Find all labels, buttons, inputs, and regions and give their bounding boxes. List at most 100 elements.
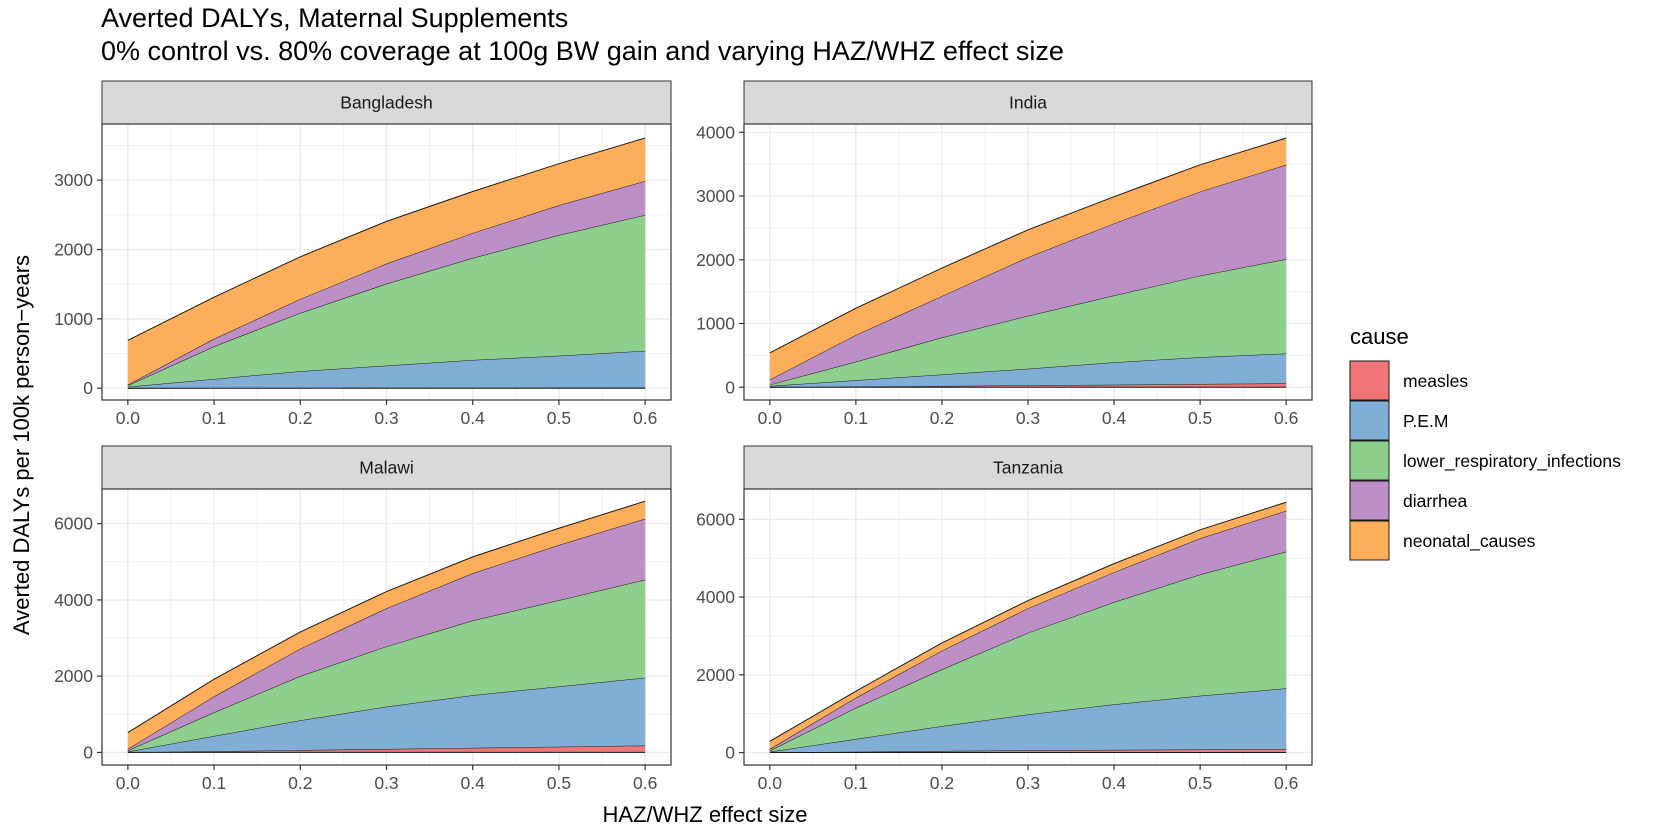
x-tick-label: 0.0 bbox=[116, 408, 141, 428]
area-lower-respiratory-infections-tanzania bbox=[769, 551, 1287, 752]
area-p-e-m-bangladesh bbox=[127, 350, 646, 389]
y-tick-label: 0 bbox=[725, 743, 735, 763]
legend-item-p-e-m: P.E.M bbox=[1349, 400, 1448, 441]
x-tick-label: 0.5 bbox=[547, 408, 571, 428]
legend-swatch bbox=[1349, 440, 1390, 481]
y-tick-label: 0 bbox=[83, 742, 93, 762]
legend: cause measles P.E.M lower_respiratory_infe… bbox=[1349, 324, 1621, 561]
panel-bangladesh: Bangladesh 0 1000 2000 3000 0.0 0.1 0.2 0.3 0.4 0.… bbox=[54, 80, 672, 428]
legend-item-lower-respiratory-infections: lower_respiratory_infections bbox=[1349, 440, 1621, 481]
area-p-e-m-tanzania bbox=[769, 688, 1287, 753]
area-diarrhea-india bbox=[769, 164, 1287, 385]
area-neonatal-causes-bangladesh bbox=[127, 138, 646, 385]
legend-swatch bbox=[1349, 520, 1390, 561]
area-neonatal-causes-india bbox=[769, 138, 1287, 380]
y-tick-label: 4000 bbox=[54, 590, 93, 610]
y-tick-label: 6000 bbox=[696, 509, 735, 529]
x-tick-label: 0.4 bbox=[1102, 773, 1127, 793]
panel-malawi: Malawi 0 2000 4000 6000 0.0 0.1 0.2 0.3 0.4 0.5 0.6 bbox=[54, 445, 672, 793]
x-tick-label: 0.0 bbox=[116, 773, 141, 793]
x-tick-label: 0.2 bbox=[930, 408, 954, 428]
x-tick-label: 0.1 bbox=[844, 773, 868, 793]
legend-label: measles bbox=[1403, 371, 1468, 391]
x-tick-label: 0.2 bbox=[288, 408, 312, 428]
y-tick-label: 4000 bbox=[696, 122, 735, 142]
area-outline-neonatal-causes-tanzania bbox=[769, 501, 1287, 742]
y-tick-label: 3000 bbox=[696, 186, 735, 206]
x-tick-label: 0.1 bbox=[202, 773, 226, 793]
facet-strip-india bbox=[743, 80, 1313, 125]
x-tick-label: 0.2 bbox=[930, 773, 954, 793]
legend-item-diarrhea: diarrhea bbox=[1349, 480, 1467, 521]
area-p-e-m-india bbox=[769, 353, 1287, 388]
y-tick-label: 1000 bbox=[54, 309, 93, 329]
legend-title: cause bbox=[1350, 324, 1409, 349]
facet-strip-label: Malawi bbox=[359, 458, 413, 478]
y-tick-label: 1000 bbox=[696, 314, 735, 334]
x-tick-label: 0.2 bbox=[288, 773, 312, 793]
y-tick-label: 2000 bbox=[696, 665, 735, 685]
x-tick-label: 0.3 bbox=[374, 773, 398, 793]
area-outline-neonatal-causes-malawi bbox=[127, 500, 646, 734]
legend-item-neonatal-causes: neonatal_causes bbox=[1349, 520, 1536, 561]
area-outline-neonatal-causes-bangladesh bbox=[127, 137, 646, 341]
y-tick-label: 3000 bbox=[54, 170, 93, 190]
facet-strip-bangladesh bbox=[101, 80, 672, 125]
y-tick-label: 0 bbox=[725, 377, 735, 397]
y-tick-label: 0 bbox=[83, 378, 93, 398]
x-axis-title: HAZ/WHZ effect size bbox=[603, 802, 808, 827]
y-tick-label: 6000 bbox=[54, 514, 93, 534]
legend-label: neonatal_causes bbox=[1403, 531, 1536, 552]
chart-title: Averted DALYs, Maternal Supplements bbox=[101, 3, 568, 33]
area-diarrhea-malawi bbox=[127, 518, 646, 751]
area-neonatal-causes-malawi bbox=[127, 501, 646, 749]
panel-india: India 0 1000 2000 3000 4000 0.0 0.1 0.2 0.3 0.4 0.5… bbox=[696, 80, 1313, 428]
legend-label: lower_respiratory_infections bbox=[1403, 451, 1621, 472]
area-lower-respiratory-infections-bangladesh bbox=[127, 214, 646, 387]
facet-strip-malawi bbox=[101, 445, 672, 490]
legend-swatch bbox=[1349, 400, 1390, 441]
y-tick-label: 2000 bbox=[696, 250, 735, 270]
facet-strip-label: India bbox=[1009, 93, 1047, 113]
x-tick-label: 0.1 bbox=[844, 408, 868, 428]
x-tick-label: 0.0 bbox=[758, 408, 783, 428]
facet-strip-tanzania bbox=[743, 445, 1313, 490]
legend-swatch bbox=[1349, 480, 1390, 521]
x-tick-label: 0.3 bbox=[374, 408, 398, 428]
chart-subtitle: 0% control vs. 80% coverage at 100g BW g… bbox=[101, 36, 1064, 66]
x-tick-label: 0.4 bbox=[461, 408, 486, 428]
area-diarrhea-bangladesh bbox=[127, 181, 646, 386]
x-tick-label: 0.6 bbox=[633, 408, 657, 428]
x-tick-label: 0.5 bbox=[1188, 408, 1212, 428]
area-neonatal-causes-tanzania bbox=[769, 502, 1287, 750]
x-tick-label: 0.5 bbox=[1188, 773, 1212, 793]
area-lower-respiratory-infections-malawi bbox=[127, 579, 646, 752]
x-tick-label: 0.6 bbox=[633, 773, 657, 793]
legend-item-measles: measles bbox=[1349, 360, 1468, 401]
y-tick-label: 2000 bbox=[54, 666, 93, 686]
x-tick-label: 0.3 bbox=[1016, 408, 1040, 428]
y-tick-label: 4000 bbox=[696, 587, 735, 607]
legend-label: P.E.M bbox=[1403, 411, 1448, 431]
panel-tanzania: Tanzania 0 2000 4000 6000 0.0 0.1 0.2 0.3 0.4 0.5 0… bbox=[696, 445, 1313, 793]
x-tick-label: 0.1 bbox=[202, 408, 226, 428]
facet-strip-label: Bangladesh bbox=[340, 93, 432, 113]
area-outline-neonatal-causes-india bbox=[769, 137, 1287, 354]
area-lower-respiratory-infections-india bbox=[769, 259, 1287, 386]
facet-strip-label: Tanzania bbox=[993, 458, 1063, 478]
x-tick-label: 0.0 bbox=[758, 773, 783, 793]
legend-label: diarrhea bbox=[1403, 491, 1467, 511]
area-diarrhea-tanzania bbox=[769, 510, 1287, 751]
x-tick-label: 0.6 bbox=[1274, 408, 1298, 428]
area-p-e-m-malawi bbox=[127, 677, 646, 753]
y-tick-label: 2000 bbox=[54, 240, 93, 260]
x-tick-label: 0.3 bbox=[1016, 773, 1040, 793]
x-tick-label: 0.4 bbox=[1102, 408, 1127, 428]
x-tick-label: 0.6 bbox=[1274, 773, 1298, 793]
x-tick-label: 0.5 bbox=[547, 773, 571, 793]
panels-layer: Bangladesh 0 1000 2000 3000 0.0 0.1 0.2 0.3 0.4 0.… bbox=[54, 80, 1313, 793]
y-axis-title: Averted DALYs per 100k person−years bbox=[9, 255, 34, 635]
legend-swatch bbox=[1349, 360, 1390, 401]
